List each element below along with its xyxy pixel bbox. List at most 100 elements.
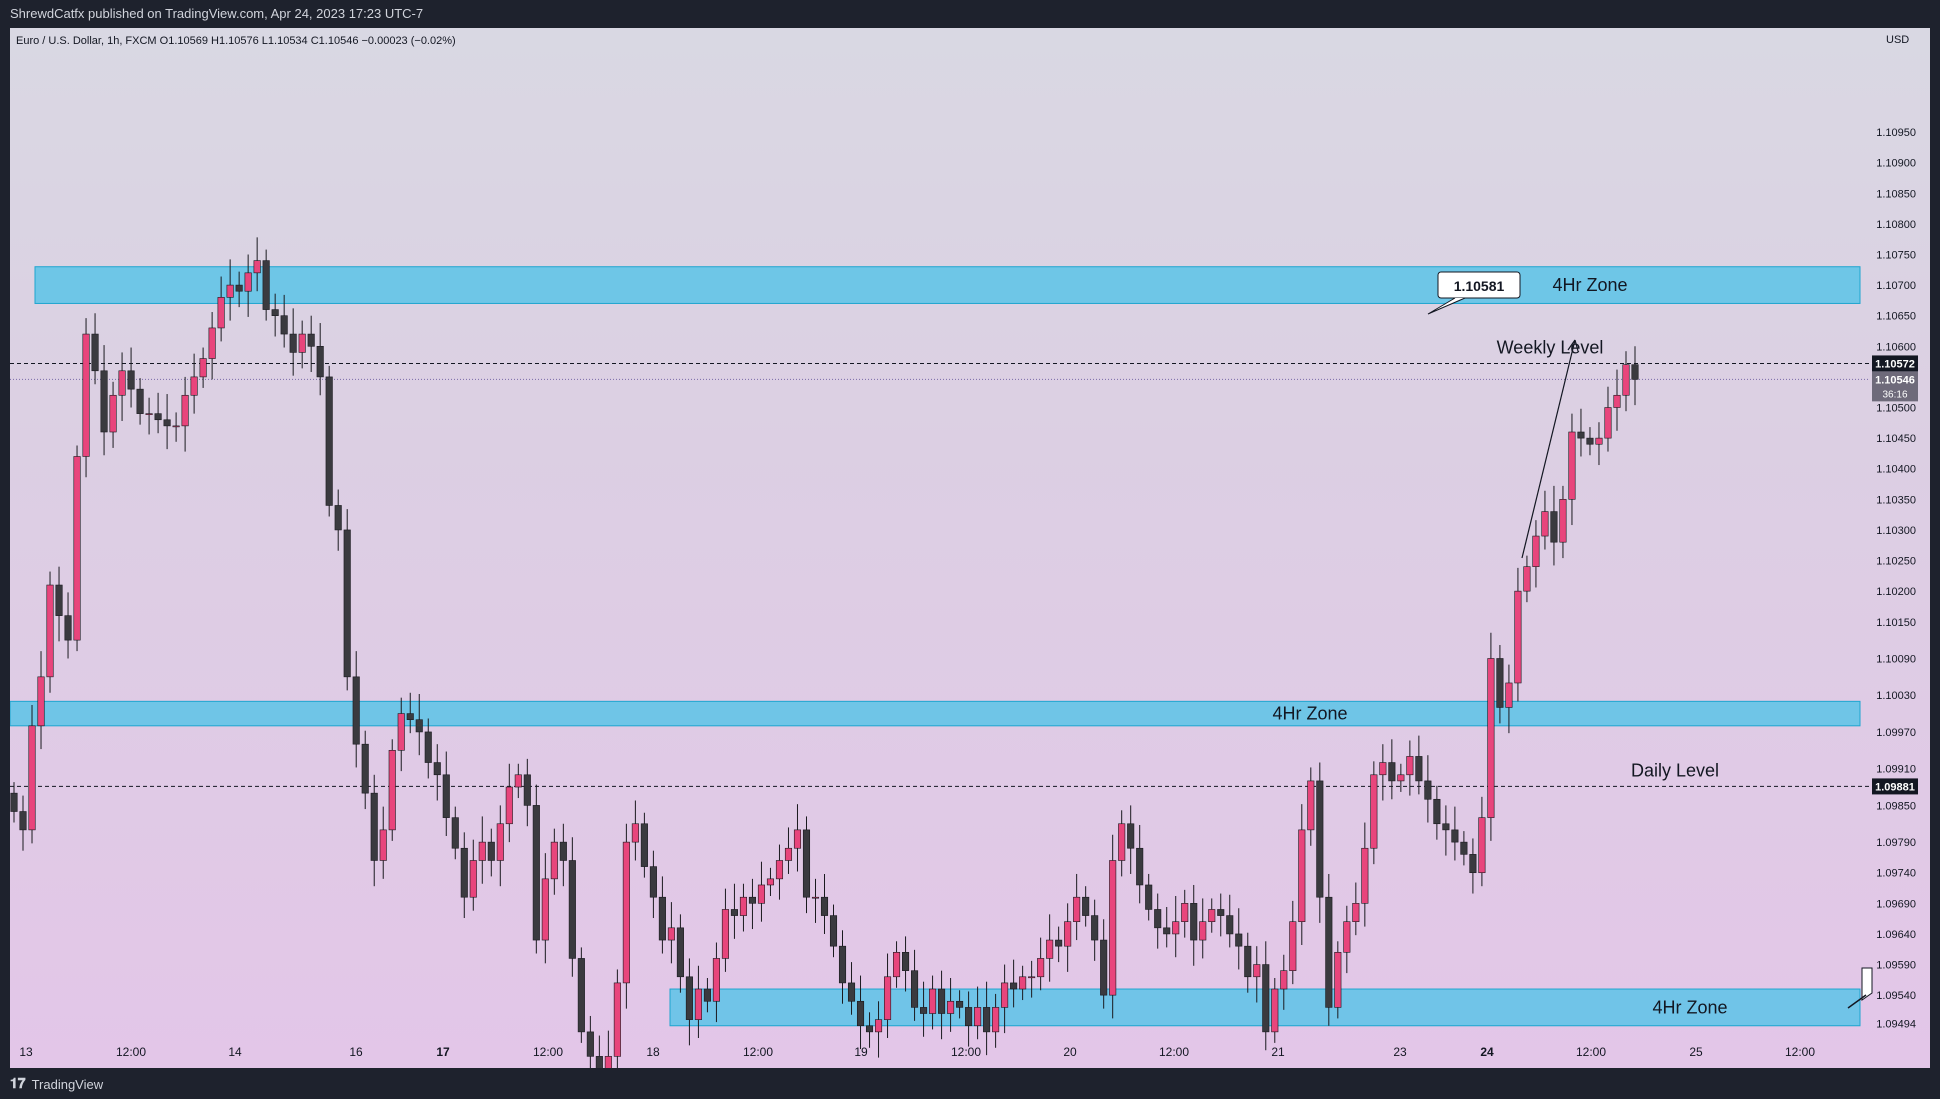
candle-body (1406, 756, 1414, 776)
candle-body (271, 309, 279, 316)
price-tick-label: 1.10600 (1876, 341, 1916, 353)
candle-body (793, 829, 802, 849)
candle-body (1082, 896, 1090, 916)
time-tick-label: 23 (1393, 1045, 1407, 1059)
candle-body (1244, 945, 1252, 978)
candle-body (820, 896, 829, 916)
candle-body (1478, 817, 1486, 874)
price-tick-label: 1.09590 (1876, 960, 1916, 972)
candle-body (1577, 431, 1585, 439)
price-tick-label: 1.10450 (1876, 433, 1916, 445)
candle-body (1064, 921, 1072, 947)
candle-body (847, 982, 856, 1002)
candle-body (1208, 909, 1216, 922)
candle-body (1460, 841, 1468, 855)
candle-body (1127, 823, 1135, 849)
candle-body (1586, 437, 1594, 445)
price-tick-label: 1.10200 (1876, 586, 1916, 598)
level-price-tag (1872, 355, 1918, 372)
candle-body (109, 394, 117, 433)
time-tick-label: 25 (1689, 1045, 1703, 1059)
candle-body (244, 272, 252, 292)
candle-body (514, 774, 522, 788)
candle-body (487, 841, 495, 861)
candle-body (1595, 437, 1603, 445)
candle-body (766, 878, 775, 886)
price-tick-label: 1.10900 (1876, 158, 1916, 170)
candle-body (208, 327, 216, 359)
candle-body (361, 743, 369, 794)
candle-body (1010, 982, 1018, 990)
price-tick-label: 1.10300 (1876, 525, 1916, 537)
candle-body (343, 529, 351, 678)
candle-body (956, 1000, 964, 1008)
level-label: Weekly Level (1497, 337, 1604, 357)
time-tick-label: 14 (228, 1045, 242, 1059)
level-price-tag (1872, 778, 1918, 795)
candle-body (217, 297, 225, 329)
price-tick-label: 1.10850 (1876, 188, 1916, 200)
candle-body (55, 584, 63, 616)
candle-body (1289, 921, 1297, 971)
candle-body (865, 1025, 874, 1033)
candle-body (478, 841, 486, 861)
price-tick-label: 1.10750 (1876, 249, 1916, 261)
candle-body (1271, 988, 1279, 1033)
footer-bar: 𝟏𝟕 TradingView (0, 1068, 1940, 1099)
candle-body (1046, 939, 1054, 959)
candle-body (415, 719, 423, 733)
time-tick-label: 12:00 (1576, 1045, 1606, 1059)
candle-body (622, 841, 630, 984)
candle-body (1568, 431, 1576, 500)
symbol-ohlc-line: Euro / U.S. Dollar, 1h, FXCM O1.10569 H1… (16, 35, 456, 47)
price-tick-label: 1.09850 (1876, 800, 1916, 812)
candle-body (721, 909, 729, 959)
candle-body (1163, 927, 1171, 935)
candle-body (1001, 982, 1009, 1008)
time-tick-label: 24 (1480, 1045, 1494, 1059)
candle-body (1235, 933, 1243, 947)
candle-body (1613, 394, 1621, 408)
candle-body (1217, 909, 1225, 916)
candle-body (1631, 364, 1639, 380)
candle-body (1397, 774, 1405, 782)
candle-body (1145, 884, 1153, 910)
candle-body (172, 425, 180, 428)
candle-body (496, 823, 504, 861)
candle-body (469, 860, 477, 898)
candle-body (19, 811, 27, 831)
candle-body (983, 1007, 991, 1033)
price-chart[interactable]: 4Hr Zone 4Hr Zone 4Hr Zone Weekly Level Dai… (10, 28, 1930, 1068)
candle-body (316, 346, 324, 378)
candle-body (947, 1000, 955, 1014)
tradingview-logo[interactable]: 𝟏𝟕 TradingView (10, 1076, 103, 1092)
last-price-tag-label: 1.10546 (1875, 374, 1915, 386)
price-tick-label: 1.10250 (1876, 556, 1916, 568)
candle-body (694, 988, 702, 1020)
candle-body (595, 1056, 603, 1068)
chart-area[interactable]: 4Hr Zone 4Hr Zone 4Hr Zone Weekly Level Dai… (10, 28, 1930, 1068)
candle-body (838, 945, 847, 984)
currency-label: USD (1886, 34, 1909, 46)
price-tick-label: 1.10350 (1876, 494, 1916, 506)
candle-body (911, 970, 919, 1008)
candle-body (1190, 903, 1198, 941)
price-tick-label: 1.09970 (1876, 727, 1916, 739)
candle-body (1415, 756, 1423, 782)
candle-body (262, 260, 270, 310)
candle-body (1055, 939, 1063, 947)
candle-body (91, 333, 99, 372)
price-tick-label: 1.10400 (1876, 464, 1916, 476)
candle-body (226, 284, 234, 298)
countdown-label: 36:16 (1882, 389, 1907, 400)
candle-body (613, 982, 621, 1057)
candle-body (1370, 774, 1378, 849)
candle-body (929, 988, 937, 1014)
price-tick-label: 1.09910 (1876, 764, 1916, 776)
candle-body (1226, 915, 1234, 935)
time-tick-label: 12:00 (116, 1045, 146, 1059)
last-price-tag (1872, 371, 1918, 402)
time-tick-label: 12:00 (743, 1045, 773, 1059)
candle-body (451, 817, 459, 849)
candle-body (568, 860, 576, 959)
